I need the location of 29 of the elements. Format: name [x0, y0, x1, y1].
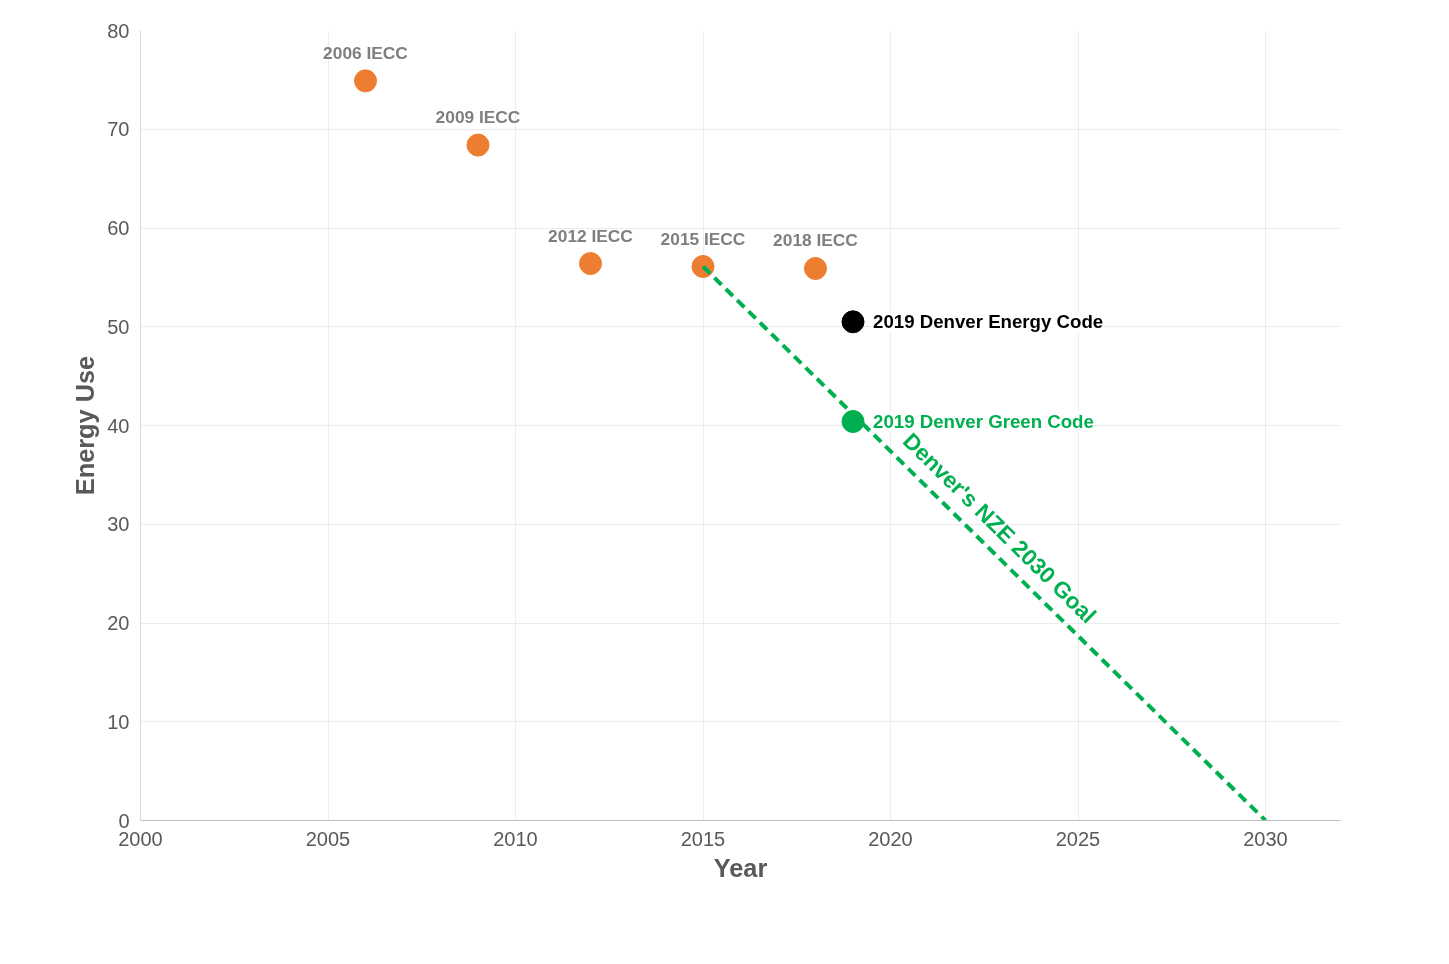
- series-label: 2019 Denver Energy Code: [873, 311, 1104, 333]
- y-tick-label: 60: [107, 217, 130, 239]
- x-tick-label: 2030: [1243, 827, 1288, 850]
- annotation: 2006 IECC: [323, 42, 409, 63]
- annotation: 2009 IECC: [435, 107, 521, 128]
- x-tick-label: 2025: [1055, 827, 1101, 850]
- point: [841, 410, 865, 434]
- annotation: 2015 IECC: [660, 228, 746, 249]
- y-tick-label: 50: [107, 315, 130, 338]
- y-tick-label: 30: [107, 513, 130, 536]
- annotation: 2012 IECC: [548, 225, 634, 246]
- y-tick-label: 20: [107, 612, 130, 634]
- x-tick-label: 2015: [680, 827, 726, 850]
- point: [841, 310, 865, 334]
- x-tick-label: 2010: [493, 827, 538, 850]
- point: [354, 69, 377, 93]
- y-tick-label: 70: [107, 118, 130, 141]
- y-axis-title: Energy Use: [71, 355, 100, 496]
- y-tick-label: 10: [107, 710, 130, 733]
- annotation: 2018 IECC: [773, 230, 859, 251]
- x-axis-title: Year: [713, 853, 768, 882]
- x-tick-label: 2020: [868, 827, 913, 850]
- y-tick-label: 80: [107, 19, 130, 42]
- y-tick-label: 40: [107, 414, 130, 437]
- series-label: 2019 Denver Green Code: [873, 411, 1094, 433]
- x-tick-label: 2005: [305, 827, 351, 850]
- point: [579, 252, 602, 276]
- point: [466, 133, 490, 157]
- point: [804, 257, 827, 280]
